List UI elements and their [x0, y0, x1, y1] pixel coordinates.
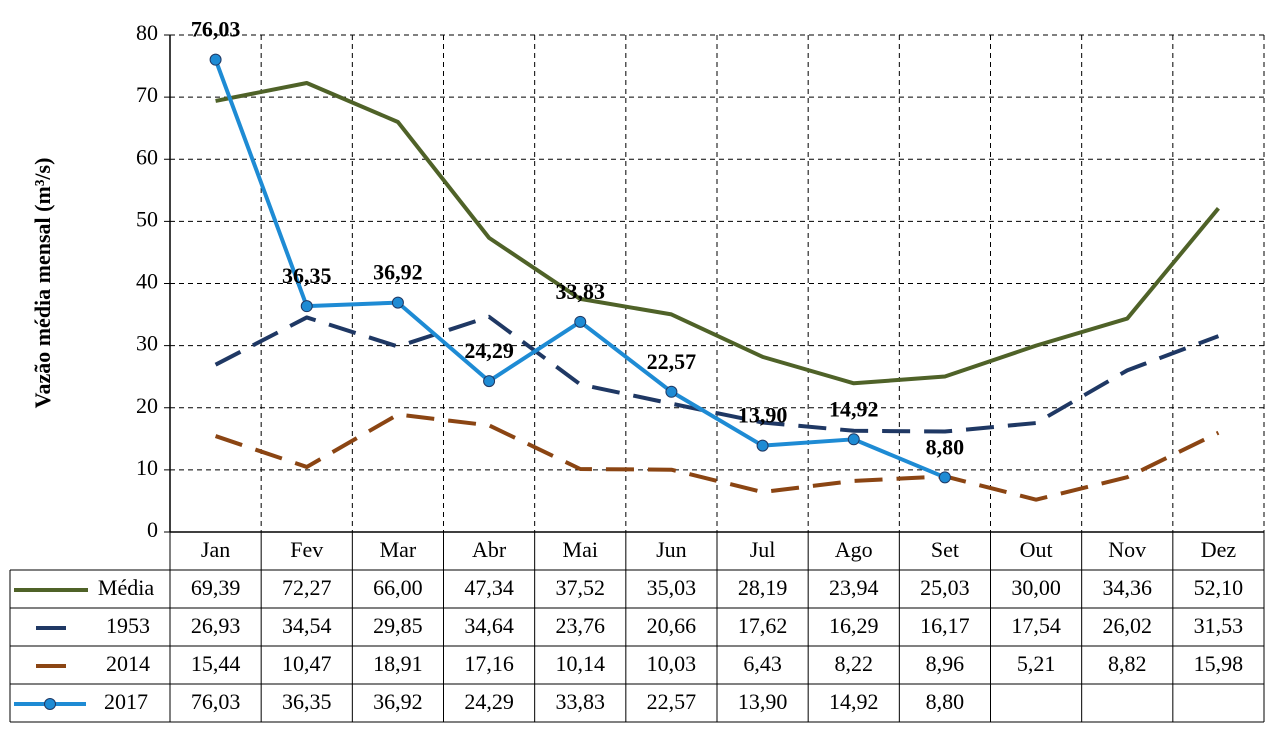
legend-marker	[44, 698, 56, 710]
data-label: 8,80	[926, 434, 965, 459]
table-cell: 24,29	[464, 689, 514, 714]
legend-label: 2014	[106, 651, 150, 676]
marker	[391, 296, 404, 309]
x-tick-label: Jul	[750, 537, 776, 562]
legend-label: 2017	[104, 689, 148, 714]
y-tick-label: 10	[136, 455, 158, 480]
table-cell: 33,83	[556, 689, 606, 714]
y-tick-label: 70	[136, 82, 158, 107]
marker	[300, 300, 313, 313]
table-cell: 23,94	[829, 575, 879, 600]
table-cell: 17,16	[464, 651, 514, 676]
table-cell: 76,03	[191, 689, 241, 714]
table-cell: 13,90	[738, 689, 788, 714]
marker	[756, 439, 769, 452]
table-cell: 66,00	[373, 575, 423, 600]
x-tick-label: Mai	[563, 537, 598, 562]
marker	[847, 433, 860, 446]
table-cell: 34,64	[464, 613, 514, 638]
data-label: 14,92	[829, 396, 879, 421]
y-axis-label: Vazão média mensal (m³/s)	[30, 158, 55, 409]
table-cell: 47,34	[464, 575, 514, 600]
table-cell: 36,92	[373, 689, 423, 714]
table-cell: 8,22	[835, 651, 874, 676]
table-cell: 10,14	[556, 651, 606, 676]
table-cell: 34,54	[282, 613, 332, 638]
data-label: 13,90	[738, 403, 788, 428]
table-cell: 31,53	[1194, 613, 1244, 638]
table-cell: 8,96	[926, 651, 965, 676]
table-cell: 23,76	[556, 613, 606, 638]
table-cell: 18,91	[373, 651, 423, 676]
table-cell: 26,93	[191, 613, 241, 638]
table-cell: 10,03	[647, 651, 697, 676]
legend-label: 1953	[106, 613, 150, 638]
data-label: 36,92	[373, 260, 423, 285]
data-label: 33,83	[556, 279, 606, 304]
y-tick-label: 0	[147, 517, 158, 542]
x-tick-label: Set	[931, 537, 959, 562]
data-label: 22,57	[647, 349, 697, 374]
table-cell: 6,43	[743, 651, 782, 676]
x-tick-label: Fev	[290, 537, 323, 562]
table-cell: 10,47	[282, 651, 332, 676]
marker	[483, 375, 496, 388]
x-tick-label: Nov	[1108, 537, 1146, 562]
x-tick-label: Mar	[380, 537, 417, 562]
legend-label: Média	[98, 575, 154, 600]
data-label: 36,35	[282, 263, 332, 288]
x-tick-label: Jan	[201, 537, 230, 562]
table-cell: 52,10	[1194, 575, 1244, 600]
table-cell: 30,00	[1011, 575, 1061, 600]
y-tick-label: 50	[136, 206, 158, 231]
y-tick-label: 20	[136, 393, 158, 418]
table-cell: 29,85	[373, 613, 423, 638]
table-cell: 14,92	[829, 689, 879, 714]
y-tick-label: 40	[136, 269, 158, 294]
series-line	[214, 412, 1220, 502]
table-cell: 22,57	[647, 689, 697, 714]
series-line	[215, 81, 1220, 386]
table-cell: 5,21	[1017, 651, 1056, 676]
table-cell: 17,62	[738, 613, 788, 638]
data-label: 76,03	[191, 17, 241, 42]
marker	[665, 385, 678, 398]
table-cell: 8,80	[926, 689, 965, 714]
table-cell: 37,52	[556, 575, 606, 600]
table-cell: 69,39	[191, 575, 241, 600]
table-cell: 15,98	[1194, 651, 1244, 676]
table-cell: 17,54	[1011, 613, 1061, 638]
x-tick-label: Jun	[656, 537, 687, 562]
table-cell: 36,35	[282, 689, 332, 714]
table-cell: 35,03	[647, 575, 697, 600]
x-tick-label: Out	[1020, 537, 1053, 562]
x-tick-label: Dez	[1201, 537, 1237, 562]
table-cell: 26,02	[1103, 613, 1153, 638]
marker	[574, 315, 587, 328]
data-label: 24,29	[464, 338, 514, 363]
table-cell: 20,66	[647, 613, 697, 638]
x-tick-label: Abr	[472, 537, 507, 562]
table-cell: 16,17	[920, 613, 970, 638]
x-tick-label: Ago	[835, 537, 873, 562]
table-cell: 28,19	[738, 575, 788, 600]
y-tick-label: 30	[136, 331, 158, 356]
table-cell: 15,44	[191, 651, 241, 676]
table-cell: 8,82	[1108, 651, 1147, 676]
y-tick-label: 80	[136, 20, 158, 45]
table-cell: 72,27	[282, 575, 332, 600]
table-cell: 25,03	[920, 575, 970, 600]
table-cell: 34,36	[1103, 575, 1153, 600]
marker	[209, 53, 222, 66]
table-cell: 16,29	[829, 613, 879, 638]
series-line	[214, 314, 1220, 434]
marker	[938, 471, 951, 484]
y-tick-label: 60	[136, 144, 158, 169]
